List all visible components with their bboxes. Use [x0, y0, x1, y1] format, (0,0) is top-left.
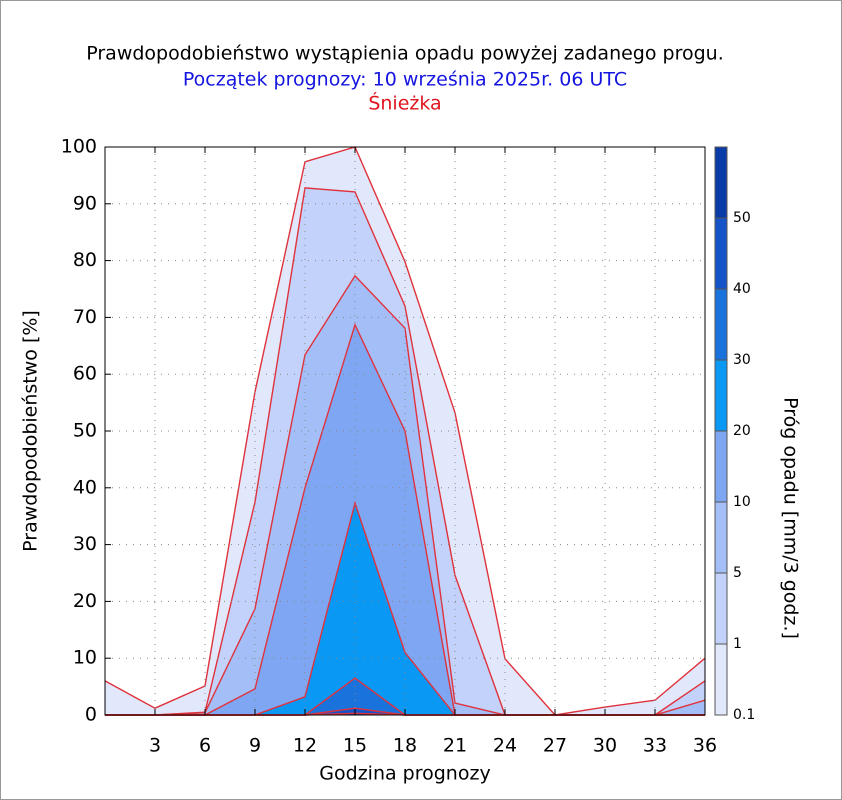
legend-label: 1 [733, 636, 742, 652]
legend-label: 40 [733, 281, 751, 297]
chart-subtitle: Początek prognozy: 10 września 2025r. 06… [183, 69, 627, 91]
x-tick-label: 9 [249, 735, 261, 757]
y-tick-label: 60 [73, 363, 97, 385]
legend-label: 20 [733, 423, 751, 439]
y-tick-label: 80 [73, 249, 97, 271]
y-axis-label: Prawdopodobieństwo [%] [20, 310, 42, 552]
x-tick-label: 33 [643, 735, 667, 757]
x-tick-label: 6 [199, 735, 211, 757]
x-tick-label: 24 [493, 735, 517, 757]
legend-border [714, 146, 728, 716]
legend-label: 10 [733, 494, 751, 510]
legend-swatch [715, 644, 727, 715]
x-tick-label: 36 [693, 735, 717, 757]
plot-border [104, 146, 706, 716]
legend-title: Próg opadu [mm/3 godz.] [780, 397, 802, 639]
x-tick-label: 18 [393, 735, 417, 757]
area-fill [105, 324, 705, 715]
y-tick-label: 20 [73, 590, 97, 612]
legend-swatch [715, 289, 727, 360]
x-tick-label: 15 [343, 735, 367, 757]
y-tick-label: 70 [73, 306, 97, 328]
legend-swatch [715, 431, 727, 502]
y-tick-label: 90 [73, 192, 97, 214]
y-tick-label: 0 [85, 704, 97, 726]
x-tick-label: 21 [443, 735, 467, 757]
legend-label: 5 [733, 565, 742, 581]
x-tick-label: 27 [543, 735, 567, 757]
legend-swatch [715, 147, 727, 218]
x-tick-label: 30 [593, 735, 617, 757]
legend-label: 30 [733, 352, 751, 368]
y-tick-label: 10 [73, 647, 97, 669]
legend-swatch [715, 218, 727, 289]
x-tick-label: 12 [293, 735, 317, 757]
legend-swatch [715, 360, 727, 431]
y-tick-label: 100 [61, 136, 97, 158]
y-tick-label: 30 [73, 533, 97, 555]
legend-swatch [715, 573, 727, 644]
legend-label: 0.1 [733, 707, 755, 723]
x-axis-label: Godzina prognozy [319, 763, 490, 785]
chart-title: Prawdopodobieństwo wystąpienia opadu pow… [86, 43, 724, 65]
location: Śnieżka [368, 91, 441, 115]
y-tick-label: 50 [73, 420, 97, 442]
legend-swatch [715, 502, 727, 573]
y-tick-label: 40 [73, 476, 97, 498]
x-tick-label: 3 [149, 735, 161, 757]
legend-label: 50 [733, 210, 751, 226]
